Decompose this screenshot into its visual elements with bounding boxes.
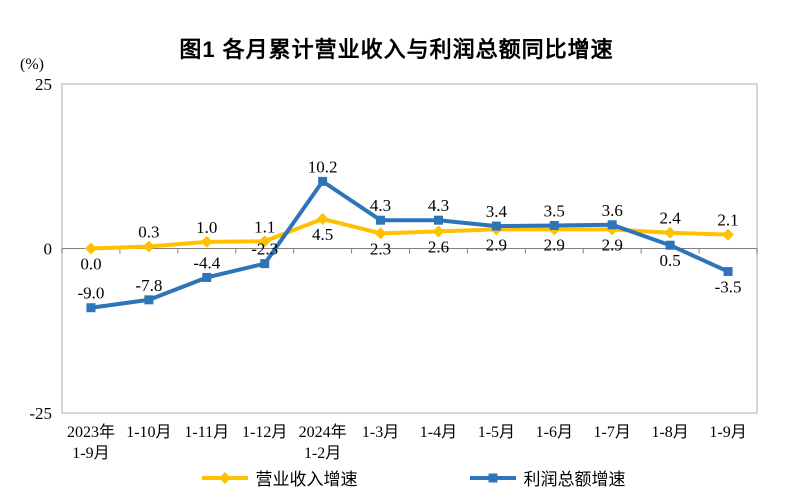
y-axis-tick-label: 25 bbox=[35, 75, 52, 94]
series-line-1 bbox=[88, 179, 731, 310]
data-point-marker bbox=[260, 259, 270, 269]
x-axis-category-label: 1-9月 bbox=[709, 424, 746, 441]
data-point-label: 2.9 bbox=[602, 235, 623, 254]
data-point-label: 10.2 bbox=[308, 157, 338, 176]
data-point-marker bbox=[374, 227, 387, 240]
data-point-label: 0.3 bbox=[138, 223, 159, 242]
data-point-marker bbox=[85, 242, 97, 255]
data-point-label: -4.4 bbox=[193, 253, 220, 272]
x-axis-category-label: 1-11月 bbox=[184, 424, 229, 441]
data-point-marker bbox=[318, 176, 328, 186]
data-point-marker bbox=[665, 240, 675, 250]
x-axis-category-label: 1-5月 bbox=[478, 424, 515, 441]
data-point-label: 3.6 bbox=[602, 201, 623, 220]
data-point-marker bbox=[432, 225, 445, 238]
data-point-label: 0.5 bbox=[660, 251, 681, 270]
data-point-marker bbox=[144, 295, 154, 305]
data-point-label: -2.3 bbox=[251, 240, 278, 259]
legend-marker-square-icon bbox=[469, 473, 516, 482]
data-point-marker bbox=[200, 235, 213, 248]
legend-label-1: 利润总额增速 bbox=[523, 470, 626, 489]
data-point-label: 4.3 bbox=[370, 196, 391, 215]
x-axis-category-label: 1-9月 bbox=[72, 445, 109, 462]
data-point-label: 3.5 bbox=[544, 201, 565, 220]
x-axis-category-label: 1-2月 bbox=[304, 445, 341, 462]
data-point-label: 2.9 bbox=[486, 235, 507, 254]
x-axis-category-label: 1-7月 bbox=[594, 424, 631, 441]
y-axis-tick-label: -25 bbox=[29, 404, 52, 423]
data-point-marker bbox=[607, 220, 617, 230]
x-axis-category-label: 1-6月 bbox=[536, 424, 573, 441]
legend-item-1: 利润总额增速 bbox=[469, 465, 626, 490]
x-axis-category-label: 2024年 bbox=[299, 423, 347, 441]
legend-item-0: 营业收入增速 bbox=[201, 465, 358, 490]
data-point-marker bbox=[316, 212, 329, 225]
data-point-label: 3.4 bbox=[486, 202, 508, 221]
data-point-marker bbox=[433, 215, 443, 225]
y-axis-unit-label: (%) bbox=[20, 56, 44, 73]
x-axis-category-label: 1-3月 bbox=[362, 424, 399, 441]
data-point-marker bbox=[202, 272, 212, 282]
data-point-label: -9.0 bbox=[77, 284, 104, 303]
data-point-label: 4.5 bbox=[312, 225, 333, 244]
data-point-marker bbox=[723, 267, 733, 277]
y-axis-tick-label: 0 bbox=[44, 240, 53, 259]
chart-title: 图1 各月累计营业收入与利润总额同比增速 bbox=[179, 37, 614, 62]
x-axis-category-label: 2023年 bbox=[67, 423, 115, 441]
data-point-label: -7.8 bbox=[135, 276, 162, 295]
x-axis-category-label: 1-4月 bbox=[420, 424, 457, 441]
data-point-marker bbox=[376, 215, 386, 225]
data-point-label: 2.3 bbox=[370, 239, 391, 258]
data-point-label: 1.1 bbox=[254, 217, 275, 236]
data-point-marker bbox=[491, 221, 501, 231]
data-point-label: 0.0 bbox=[80, 255, 101, 274]
legend: 营业收入增速 利润总额增速 bbox=[0, 465, 793, 490]
legend-label-0: 营业收入增速 bbox=[255, 470, 358, 489]
data-point-label: 2.4 bbox=[660, 209, 682, 228]
legend-marker-diamond-icon bbox=[201, 471, 248, 484]
data-point-marker bbox=[142, 240, 155, 253]
data-point-label: 1.0 bbox=[196, 218, 217, 237]
data-point-label: 4.3 bbox=[428, 196, 449, 215]
x-axis-category-label: 1-10月 bbox=[126, 424, 171, 441]
data-point-label: 2.6 bbox=[428, 237, 449, 256]
x-axis-category-label: 1-12月 bbox=[242, 424, 287, 441]
data-point-marker bbox=[549, 220, 559, 230]
x-axis-category-label: 1-8月 bbox=[651, 424, 688, 441]
data-point-label: 2.1 bbox=[717, 211, 738, 230]
data-point-marker bbox=[86, 303, 96, 313]
data-point-label: 2.9 bbox=[544, 235, 565, 254]
data-point-marker bbox=[722, 228, 734, 241]
data-point-marker bbox=[664, 226, 677, 239]
data-point-label: -3.5 bbox=[715, 278, 742, 297]
